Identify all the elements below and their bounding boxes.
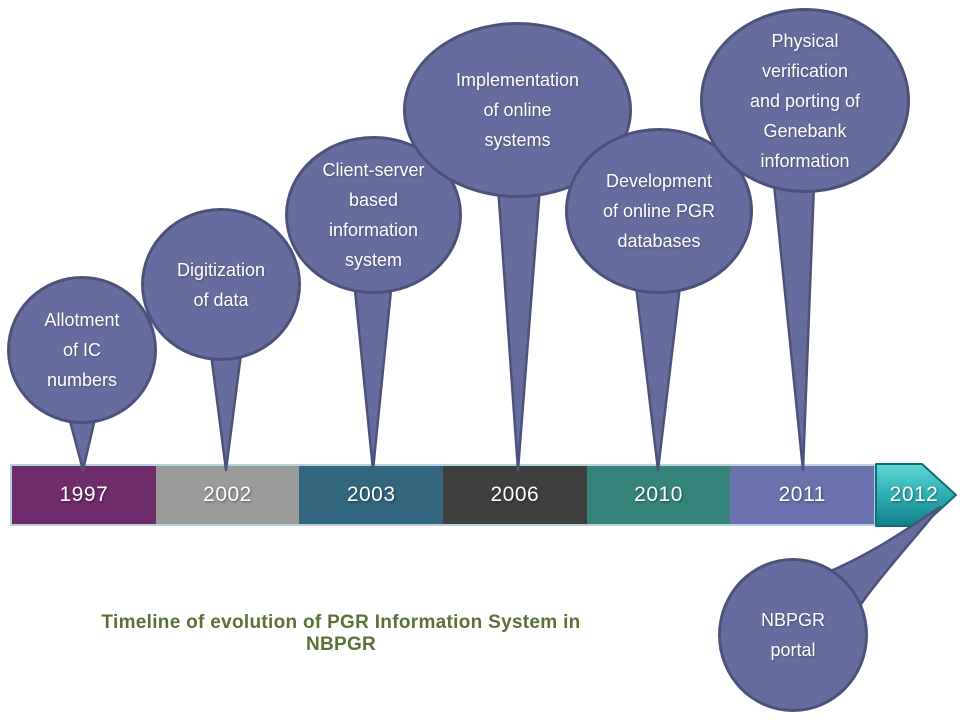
year-label: 2010 [634, 483, 683, 506]
year-label: 1997 [59, 483, 109, 506]
balloon-label: Allotment of IC numbers [44, 310, 120, 390]
balloon-label: Digitization of data [176, 259, 266, 310]
segment-2002: 2002 [155, 466, 300, 524]
balloon-label: Physical verification and porting of Gen… [749, 30, 861, 171]
segment-2010: 2010 [586, 466, 731, 524]
slide-caption: Timeline of evolution of PGR Information… [101, 612, 581, 655]
balloon-physical-verification-genebank: Physical verification and porting of Gen… [700, 8, 910, 193]
segment-1997: 1997 [12, 466, 156, 524]
year-label: 2011 [778, 483, 826, 506]
balloon-nbpgr-portal: NBPGR portal [718, 558, 868, 712]
balloon-client-server-system: Client-server based information system [285, 136, 462, 294]
balloon-label: NBPGR portal [760, 610, 825, 660]
segment-2003: 2003 [299, 466, 444, 524]
year-label: 2006 [490, 483, 540, 506]
balloon-label: Client-server based information system [322, 160, 425, 270]
segment-2006: 2006 [443, 466, 587, 524]
balloon-label: Implementation of online systems [455, 70, 580, 150]
balloon-digitization-of-data: Digitization of data [141, 208, 301, 361]
balloon-label: Development of online PGR databases [602, 171, 716, 251]
timeline-bar: 1997 2002 2003 2006 2010 2011 [10, 464, 876, 526]
year-label: 2002 [203, 483, 252, 506]
balloon-allotment-of-ic-numbers: Allotment of IC numbers [7, 276, 157, 424]
year-label: 2003 [346, 483, 396, 506]
